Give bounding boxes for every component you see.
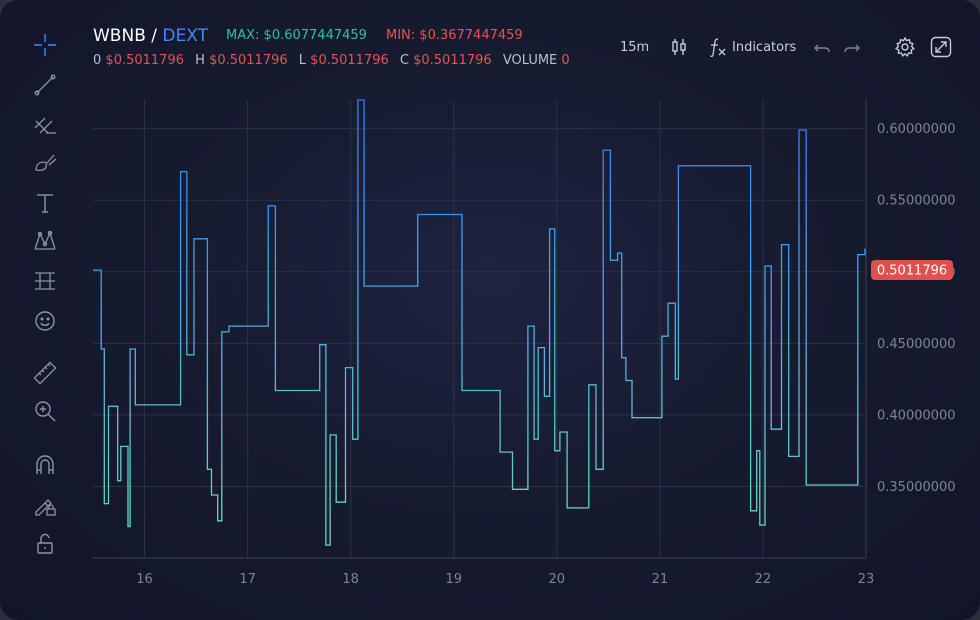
zoom-tool[interactable] bbox=[26, 396, 64, 426]
last-price-label: 0.5011796 bbox=[877, 264, 947, 279]
last-price-badge-bg bbox=[871, 260, 953, 281]
crosshair-tool[interactable] bbox=[26, 30, 64, 60]
chart-axes bbox=[93, 100, 867, 559]
interval-label: 15m bbox=[620, 39, 650, 55]
low-label: L bbox=[298, 53, 307, 68]
y-tick-label: 0.55000000 bbox=[877, 194, 956, 209]
min-label: MIN: bbox=[386, 28, 416, 43]
x-tick-label: 19 bbox=[445, 572, 462, 587]
price-line-series bbox=[93, 99, 866, 546]
chart-type-button[interactable] bbox=[668, 34, 690, 60]
x-tick-label: 16 bbox=[136, 572, 153, 587]
x-tick-label: 17 bbox=[239, 572, 256, 587]
last-price-badge: 0.5011796 bbox=[871, 260, 953, 281]
y-tick-label: 0.60000000 bbox=[877, 122, 956, 137]
x-axis-labels: 16 17 18 19 20 21 22 23 bbox=[136, 572, 874, 587]
ruler-icon bbox=[33, 361, 57, 385]
max-value: $0.6077447459 bbox=[263, 28, 367, 43]
pair-quote: DEXT bbox=[162, 26, 208, 46]
unlock-icon bbox=[37, 533, 53, 554]
x-tick-label: 21 bbox=[652, 572, 669, 587]
indicators-label: Indicators bbox=[732, 39, 797, 55]
function-icon bbox=[710, 38, 726, 57]
min-value: $0.3677447459 bbox=[419, 28, 523, 43]
y-axis-labels: 0.350000000.400000000.450000000.50000000… bbox=[877, 122, 956, 495]
undo-icon bbox=[814, 44, 830, 53]
trend-line-tool[interactable] bbox=[26, 70, 64, 100]
open-value: $0.5011796 bbox=[105, 53, 184, 68]
interval-button[interactable]: 15m bbox=[620, 34, 649, 60]
redo-button[interactable] bbox=[840, 34, 862, 60]
max-label: MAX: bbox=[226, 28, 260, 43]
undo-button[interactable] bbox=[812, 34, 834, 60]
unlock-tool[interactable] bbox=[26, 528, 64, 558]
y-tick-label: 0.40000000 bbox=[877, 408, 956, 423]
pair-base: WBNB bbox=[93, 26, 146, 46]
x-tick-label: 20 bbox=[549, 572, 566, 587]
emoji-icon bbox=[35, 311, 55, 331]
pair-title[interactable]: WBNB / DEXT bbox=[93, 26, 208, 46]
x-tick-label: 22 bbox=[755, 572, 772, 587]
brush-tool[interactable] bbox=[26, 148, 64, 178]
text-tool[interactable] bbox=[26, 188, 64, 218]
lock-drawing-tool[interactable] bbox=[26, 490, 64, 520]
high-label: H bbox=[195, 53, 205, 68]
indicators-button[interactable]: Indicators bbox=[706, 34, 796, 60]
gear-icon bbox=[895, 36, 915, 58]
ruler-tool[interactable] bbox=[26, 358, 64, 388]
settings-button[interactable] bbox=[894, 34, 916, 60]
redo-icon bbox=[844, 44, 860, 53]
candlestick-icon bbox=[672, 39, 686, 55]
volume-label: VOLUME bbox=[502, 53, 558, 68]
ohlc-readout: 0 $0.5011796 H $0.5011796 L $0.5011796 C… bbox=[93, 53, 577, 68]
brush-icon bbox=[35, 154, 57, 172]
min-price: MIN: $0.3677447459 bbox=[386, 28, 523, 43]
crosshair-icon bbox=[34, 34, 56, 56]
pattern-tool[interactable] bbox=[26, 226, 64, 256]
x-tick-label: 23 bbox=[858, 572, 875, 587]
lock-drawing-icon bbox=[35, 499, 56, 516]
fullscreen-button[interactable] bbox=[930, 34, 952, 60]
high-value: $0.5011796 bbox=[209, 53, 288, 68]
pair-separator: / bbox=[145, 26, 163, 46]
trend-line-icon bbox=[34, 74, 56, 96]
measure-lines-tool[interactable] bbox=[26, 266, 64, 296]
open-label: 0 bbox=[93, 53, 102, 68]
magnet-tool[interactable] bbox=[26, 450, 64, 480]
volume-value: 0 bbox=[561, 53, 570, 68]
pattern-icon bbox=[34, 230, 56, 250]
fib-tool[interactable] bbox=[26, 110, 64, 140]
fullscreen-icon bbox=[930, 36, 952, 58]
text-icon bbox=[37, 194, 53, 213]
fib-tool-icon bbox=[34, 117, 56, 134]
zoom-in-icon bbox=[35, 401, 56, 422]
close-value: $0.5011796 bbox=[413, 53, 492, 68]
low-value: $0.5011796 bbox=[310, 53, 389, 68]
y-tick-label: 0.45000000 bbox=[877, 337, 956, 352]
y-tick-label: 0.35000000 bbox=[877, 480, 956, 495]
magnet-icon bbox=[36, 455, 54, 474]
close-label: C bbox=[399, 53, 409, 68]
max-price: MAX: $0.6077447459 bbox=[226, 28, 367, 43]
measure-lines-icon bbox=[35, 272, 55, 290]
x-tick-label: 18 bbox=[342, 572, 359, 587]
emoji-tool[interactable] bbox=[26, 306, 64, 336]
